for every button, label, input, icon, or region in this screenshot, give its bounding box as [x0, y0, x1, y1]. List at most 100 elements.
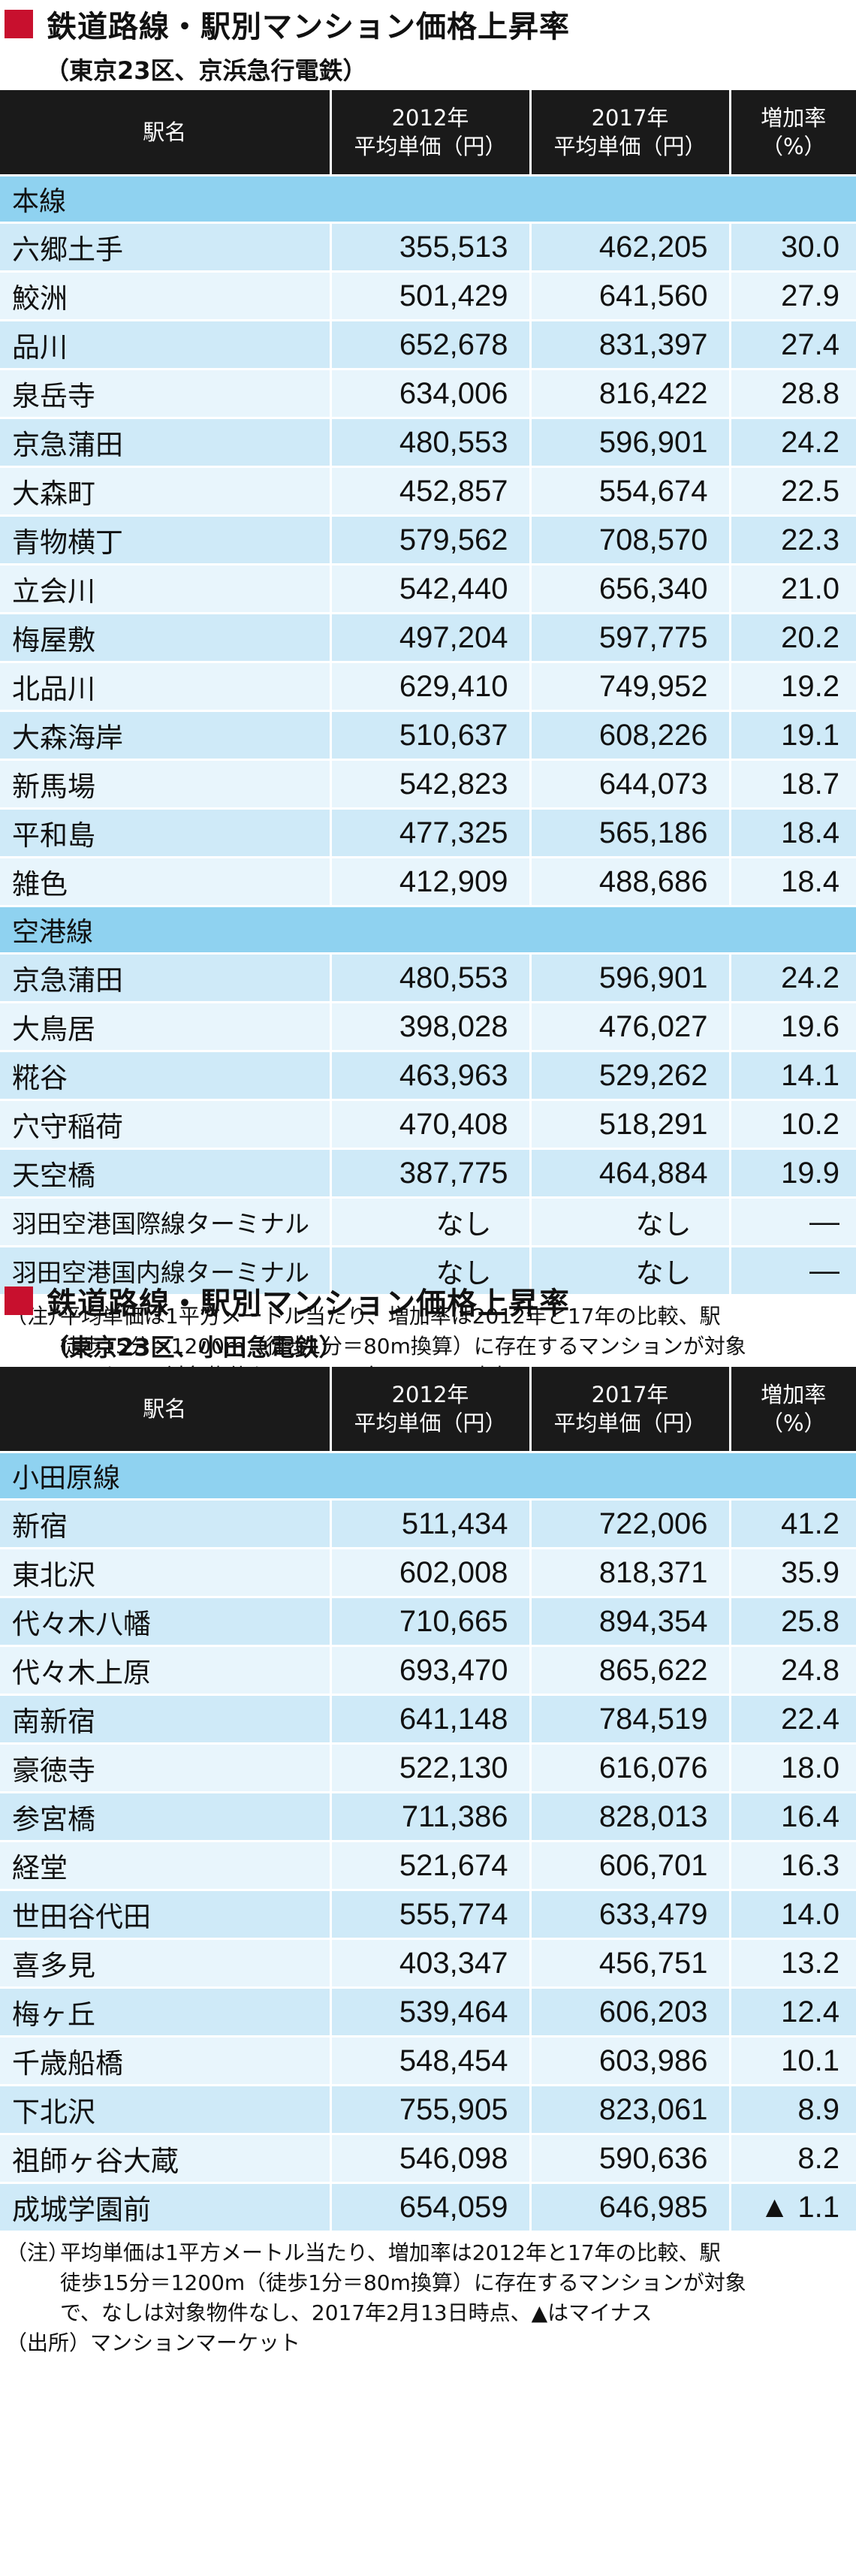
- cell-price-2017: 462,205: [529, 222, 730, 272]
- cell-price-2012: 755,905: [329, 2084, 530, 2134]
- header-2017-line1: 2017年: [591, 105, 669, 131]
- cell-price-2012: 398,028: [329, 1001, 530, 1051]
- cell-price-2017: 644,073: [529, 759, 730, 809]
- footnote-label: [6, 2298, 60, 2328]
- cell-station: 豪徳寺: [0, 1742, 330, 1793]
- cell-station: 北品川: [0, 661, 330, 711]
- cell-price-2017: 865,622: [529, 1645, 730, 1695]
- cell-rate: 13.2: [728, 1938, 856, 1988]
- cell-station: 新宿: [0, 1498, 330, 1549]
- table-row: 泉岳寺 634,006 816,422 28.8: [0, 368, 856, 418]
- cell-price-2012: 634,006: [329, 368, 530, 418]
- cell-price-2012: 480,553: [329, 417, 530, 467]
- cell-station: 品川: [0, 319, 330, 370]
- cell-station: 雑色: [0, 856, 330, 906]
- section-row: 小田原線: [0, 1451, 856, 1500]
- header-station: 駅名: [0, 1367, 330, 1452]
- cell-rate: 22.4: [728, 1694, 856, 1744]
- cell-price-2017: 831,397: [529, 319, 730, 370]
- cell-station: 梅屋敷: [0, 612, 330, 662]
- cell-price-2017: 606,701: [529, 1840, 730, 1890]
- cell-price-2012: なし: [329, 1245, 530, 1294]
- cell-rate: 8.9: [728, 2084, 856, 2134]
- cell-station: 東北沢: [0, 1547, 330, 1597]
- cell-price-2017: 518,291: [529, 1099, 730, 1149]
- table-row: 穴守稲荷 470,408 518,291 10.2: [0, 1099, 856, 1149]
- cell-price-2017: 608,226: [529, 710, 730, 760]
- cell-price-2017: 816,422: [529, 368, 730, 418]
- footnote-line: 徒歩15分＝1200m（徒歩1分＝80m換算）に存在するマンションが対象: [6, 2268, 856, 2298]
- cell-station: 経堂: [0, 1840, 330, 1890]
- header-2017: 2017年 平均単価（円）: [529, 1367, 730, 1452]
- cell-rate: 22.5: [728, 466, 856, 516]
- cell-price-2012: 711,386: [329, 1791, 530, 1842]
- footnote: （注） 平均単価は1平方メートル当たり、増加率は2012年と17年の比較、駅 徒歩1…: [0, 2231, 856, 2328]
- cell-station: 羽田空港国内線ターミナル: [0, 1245, 330, 1294]
- header-rate-line2: （%）: [761, 134, 826, 159]
- cell-station: 青物横丁: [0, 514, 330, 565]
- header-rate: 増加率 （%）: [728, 1367, 856, 1452]
- cell-rate: 27.9: [728, 270, 856, 321]
- cell-station: 参宮橋: [0, 1791, 330, 1842]
- cell-station: 大鳥居: [0, 1001, 330, 1051]
- header-2017-line2: 平均単価（円）: [553, 134, 707, 159]
- cell-rate: 19.2: [728, 661, 856, 711]
- table-row: 梅屋敷 497,204 597,775 20.2: [0, 612, 856, 662]
- table-row: 青物横丁 579,562 708,570 22.3: [0, 514, 856, 565]
- table-row: 鮫洲 501,429 641,560 27.9: [0, 270, 856, 321]
- cell-station: 天空橋: [0, 1148, 330, 1198]
- cell-price-2012: 511,434: [329, 1498, 530, 1549]
- table-row: 経堂 521,674 606,701 16.3: [0, 1840, 856, 1890]
- cell-price-2012: 542,440: [329, 563, 530, 614]
- table-row: 平和島 477,325 565,186 18.4: [0, 807, 856, 858]
- header-2017-line1: 2017年: [591, 1382, 669, 1407]
- cell-price-2012: なし: [329, 1196, 530, 1247]
- table-row: 六郷土手 355,513 462,205 30.0: [0, 222, 856, 272]
- cell-station: 京急蒲田: [0, 952, 330, 1003]
- cell-rate: 24.2: [728, 417, 856, 467]
- cell-price-2017: 749,952: [529, 661, 730, 711]
- table-row: 京急蒲田 480,553 596,901 24.2: [0, 952, 856, 1003]
- cell-station: 代々木八幡: [0, 1596, 330, 1646]
- cell-price-2017: 606,203: [529, 1986, 730, 2037]
- header-station-label: 駅名: [143, 1396, 187, 1422]
- cell-price-2012: 501,429: [329, 270, 530, 321]
- cell-price-2012: 548,454: [329, 2035, 530, 2086]
- cell-station: 京急蒲田: [0, 417, 330, 467]
- cell-rate: 25.8: [728, 1596, 856, 1646]
- cell-rate: 14.1: [728, 1050, 856, 1100]
- table-row: 下北沢 755,905 823,061 8.9: [0, 2084, 856, 2134]
- keikyu-table-block: 鉄道路線・駅別マンション価格上昇率 （東京23区、京浜急行電鉄） 駅名 2012年 平均…: [0, 0, 856, 1419]
- cell-rate: 28.8: [728, 368, 856, 418]
- table-row: 豪徳寺 522,130 616,076 18.0: [0, 1742, 856, 1793]
- footnote-text: 平均単価は1平方メートル当たり、増加率は2012年と17年の比較、駅: [60, 1304, 721, 1329]
- table-row: 世田谷代田 555,774 633,479 14.0: [0, 1889, 856, 1939]
- table-subtitle: （東京23区、京浜急行電鉄）: [45, 56, 367, 85]
- cell-price-2012: 477,325: [329, 807, 530, 858]
- cell-price-2012: 693,470: [329, 1645, 530, 1695]
- odakyu-table-block: 鉄道路線・駅別マンション価格上昇率 （東京23区、小田急電鉄） 駅名 2012年 平均単…: [0, 1277, 856, 2576]
- header-2012-line1: 2012年: [391, 1382, 469, 1407]
- footnote-line: （注） 平均単価は1平方メートル当たり、増加率は2012年と17年の比較、駅: [6, 2238, 856, 2268]
- cell-station: 祖師ヶ谷大蔵: [0, 2133, 330, 2183]
- cell-price-2012: 542,823: [329, 759, 530, 809]
- table-row: 千歳船橋 548,454 603,986 10.1: [0, 2035, 856, 2086]
- cell-price-2012: 641,148: [329, 1694, 530, 1744]
- cell-rate: 16.3: [728, 1840, 856, 1890]
- table-title: 鉄道路線・駅別マンション価格上昇率: [47, 1286, 570, 1321]
- cell-rate: 35.9: [728, 1547, 856, 1597]
- cell-station: 南新宿: [0, 1694, 330, 1744]
- cell-station: 立会川: [0, 563, 330, 614]
- cell-price-2017: 596,901: [529, 952, 730, 1003]
- table-row: 羽田空港国内線ターミナル なし なし ―: [0, 1245, 856, 1294]
- table-row: 北品川 629,410 749,952 19.2: [0, 661, 856, 711]
- table-row: 代々木上原 693,470 865,622 24.8: [0, 1645, 856, 1695]
- cell-station: 鮫洲: [0, 270, 330, 321]
- cell-price-2017: 656,340: [529, 563, 730, 614]
- section-row: 空港線: [0, 905, 856, 954]
- header-2012-line1: 2012年: [391, 105, 469, 131]
- table-row: 大鳥居 398,028 476,027 19.6: [0, 1001, 856, 1051]
- cell-price-2012: 452,857: [329, 466, 530, 516]
- cell-rate: 18.4: [728, 856, 856, 906]
